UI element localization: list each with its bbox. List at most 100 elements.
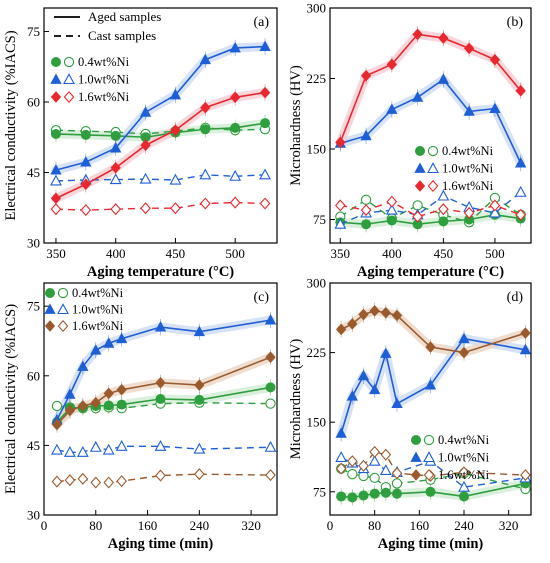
cast-point (77, 472, 89, 485)
aged-point (230, 91, 241, 104)
cast-point (193, 468, 205, 481)
aged-point (368, 383, 381, 395)
aged-point (515, 84, 526, 97)
legend-label: 0.4wt%Ni (78, 55, 130, 69)
x-tick-label: 240 (454, 518, 474, 533)
legend-marker-filled (410, 451, 422, 462)
aged-point (116, 383, 127, 396)
cast-point (51, 443, 63, 455)
cast-point (50, 174, 62, 186)
cast-point (193, 442, 206, 454)
cast-point (437, 189, 450, 201)
cast-point (154, 439, 167, 451)
chart-panel-b: 350 400 450 500 75 150 225 300 Aging temperature… (288, 1, 532, 280)
aged-point (140, 139, 151, 152)
aged-point (515, 157, 527, 168)
cast-point (334, 199, 346, 212)
cast-point (51, 475, 63, 488)
aged-point (425, 341, 436, 353)
legend-label: 1.0wt%Ni (442, 162, 494, 176)
aged-point (103, 337, 115, 348)
aged-point (438, 32, 449, 44)
legend-marker-filled (414, 162, 426, 173)
cast-point (155, 469, 166, 482)
plot-frame (329, 282, 532, 516)
legend-marker-filled (44, 320, 56, 332)
aged-point (110, 161, 121, 174)
cast-point (51, 400, 63, 412)
legend-marker-open (57, 303, 69, 315)
x-tick-label: 350 (331, 246, 351, 261)
x-tick-label: 500 (485, 246, 505, 261)
legend-label: 1.6wt%Ni (78, 90, 130, 104)
aged-point (357, 369, 370, 381)
aged-point (335, 427, 347, 438)
aged-point (265, 351, 276, 364)
cast-point (264, 440, 277, 452)
legend-marker-filled (50, 73, 62, 84)
y-tick-label: 45 (27, 438, 40, 453)
cast-point (358, 459, 369, 472)
x-axis-label: Aging temperature (°C) (87, 264, 234, 280)
cast-point (391, 467, 403, 480)
cast-line (55, 174, 266, 182)
y-tick-label: 75 (313, 212, 326, 227)
legend-marker-open (427, 179, 439, 193)
cast-point (458, 480, 470, 492)
aged-point (437, 73, 450, 84)
aged-point (335, 136, 346, 149)
cast-point (229, 196, 241, 209)
aged-line (339, 33, 522, 143)
cast-point (391, 478, 403, 489)
panel-label: (d) (507, 290, 524, 305)
x-tick-label: 240 (190, 518, 210, 533)
aged-point (347, 492, 358, 503)
aged-point (115, 332, 128, 344)
x-axis-label: Aging time (min) (108, 536, 214, 552)
legend-marker-filled (414, 180, 426, 192)
legend-label: 0.4wt%Ni (72, 286, 124, 300)
cast-point (360, 204, 372, 217)
x-tick-label: 80 (368, 518, 381, 533)
plot-frame (43, 282, 278, 516)
cast-point (50, 203, 62, 216)
x-tick-label: 320 (241, 518, 261, 533)
cast-point (102, 443, 115, 455)
series-diamond-2 (50, 84, 271, 217)
x-tick-label: 450 (434, 246, 454, 261)
cast-point (64, 474, 76, 487)
cast-line (340, 191, 522, 225)
aged-point (199, 53, 211, 65)
cast-point (265, 398, 276, 409)
panel-label: (c) (253, 290, 269, 305)
legend: 0.4wt%Ni 1.0wt%Ni 1.6wt%Ni (414, 144, 494, 193)
cast-point (199, 197, 211, 210)
aged-point (50, 192, 62, 205)
series-triangle-1 (50, 38, 271, 186)
y-tick-label: 225 (307, 71, 327, 86)
x-tick-label: 500 (225, 246, 245, 261)
cast-point (346, 455, 358, 468)
cast-point (109, 173, 122, 185)
series-diamond-2 (335, 302, 531, 483)
cast-point (229, 169, 242, 181)
aged-point (229, 41, 241, 53)
aged-point (519, 343, 532, 355)
aged-point (265, 382, 276, 393)
series-triangle-1 (334, 71, 527, 229)
legend-style-label: Aged samples (88, 9, 161, 24)
y-tick-label: 150 (307, 142, 327, 157)
aged-point (259, 86, 271, 99)
aged-point (80, 178, 91, 191)
y-tick-label: 45 (27, 165, 40, 180)
legend-marker-filled (50, 91, 62, 103)
aged-point (80, 156, 92, 167)
cast-point (369, 472, 380, 484)
x-tick-label: 160 (138, 518, 158, 533)
legend-label: 1.6wt%Ni (442, 179, 494, 193)
cast-point (488, 206, 501, 218)
aged-point (489, 102, 501, 113)
aged-line (55, 91, 266, 200)
legend-marker-open (63, 73, 75, 85)
